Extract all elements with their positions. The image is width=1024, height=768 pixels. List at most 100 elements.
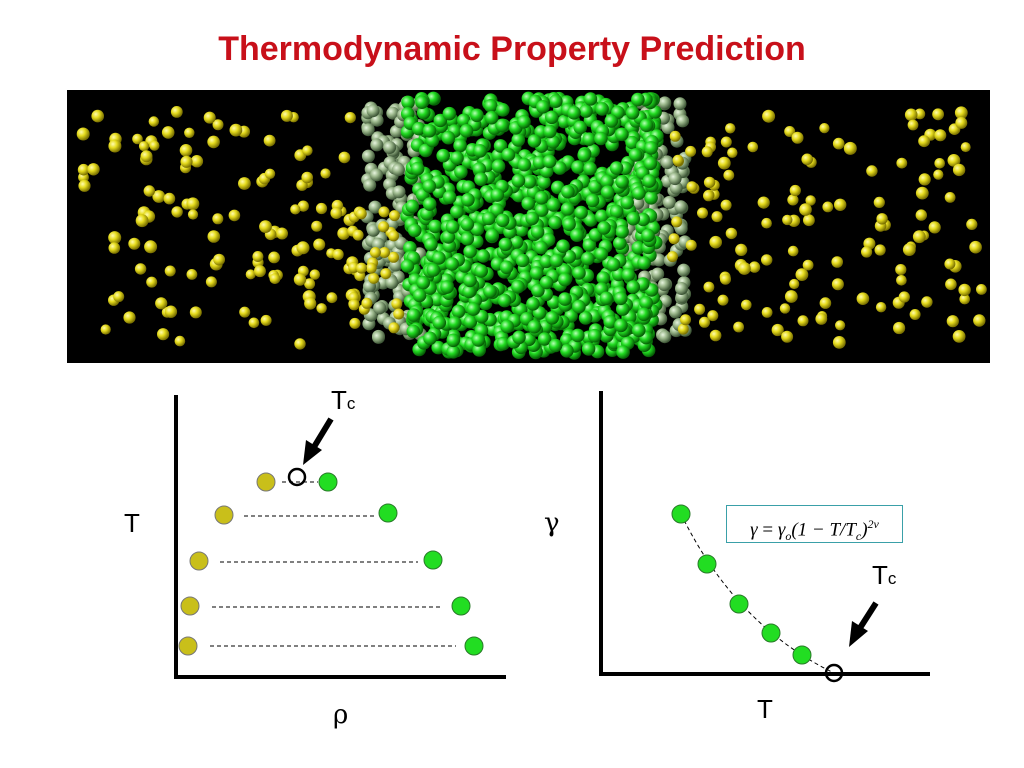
particle <box>370 168 383 182</box>
particle <box>711 211 723 223</box>
particle <box>337 227 350 240</box>
particle <box>422 124 437 138</box>
particle <box>616 345 630 359</box>
particle <box>276 227 288 240</box>
particle <box>143 185 155 197</box>
particle <box>632 186 646 200</box>
particle <box>491 159 506 173</box>
particle <box>388 230 400 242</box>
particle <box>363 178 377 192</box>
particle <box>527 134 542 148</box>
page-title: Thermodynamic Property Prediction <box>218 30 806 68</box>
particle <box>600 174 614 189</box>
particle <box>876 213 888 225</box>
particle <box>450 151 464 165</box>
particle <box>268 251 280 264</box>
particle <box>896 275 907 286</box>
particle <box>332 248 344 261</box>
particle <box>822 201 834 213</box>
particle <box>944 192 956 203</box>
particle <box>365 262 377 274</box>
particle <box>873 196 885 208</box>
particle <box>348 299 360 311</box>
particle <box>616 302 630 316</box>
particle <box>801 153 813 166</box>
molecular-simulation-image <box>67 90 990 363</box>
particle <box>832 137 845 150</box>
particle <box>577 148 591 163</box>
particle <box>636 212 650 227</box>
particle <box>717 294 729 306</box>
particle <box>856 292 870 305</box>
particle <box>76 127 90 141</box>
surface-tension-point <box>792 645 812 665</box>
particle <box>703 176 716 189</box>
particle <box>461 193 475 207</box>
particle <box>669 181 683 195</box>
surface-tension-point <box>671 504 691 524</box>
particle <box>378 206 390 218</box>
particle <box>595 102 609 116</box>
particle <box>495 213 510 228</box>
particle <box>426 263 441 277</box>
particle <box>904 108 918 122</box>
particle <box>735 243 748 256</box>
particle <box>966 218 978 230</box>
particle <box>356 262 367 274</box>
eq-equals: = <box>762 519 774 541</box>
particle <box>771 323 784 337</box>
particle <box>791 131 804 144</box>
simulation-particles <box>76 91 987 360</box>
particle <box>581 342 596 356</box>
particle <box>562 217 576 232</box>
particle <box>546 135 560 149</box>
particle <box>668 233 680 245</box>
particle <box>445 220 460 234</box>
particle <box>675 282 688 295</box>
particle <box>604 114 619 128</box>
particle <box>762 109 776 123</box>
particle <box>644 191 658 205</box>
particle <box>609 204 624 219</box>
particle <box>583 92 598 106</box>
particle <box>637 256 651 270</box>
particle <box>526 297 540 311</box>
particle <box>789 184 801 197</box>
particle <box>912 230 926 244</box>
surface-tension-equation: γ = γo(1 − T/Tc)2ν <box>726 505 903 543</box>
particle <box>761 254 773 266</box>
particle <box>784 290 798 303</box>
particle <box>959 293 970 305</box>
particle <box>895 264 907 276</box>
particle <box>108 139 122 153</box>
particle <box>536 100 550 114</box>
eq-gamma0-sub: o <box>785 529 792 544</box>
particle <box>747 141 759 153</box>
particle <box>132 133 143 145</box>
particle <box>446 333 461 348</box>
particle <box>179 144 193 157</box>
particle <box>539 275 554 290</box>
particle <box>955 116 968 129</box>
particle <box>403 241 417 255</box>
particle <box>685 145 697 157</box>
tie-lines <box>210 481 456 647</box>
particle <box>946 315 959 328</box>
particle <box>843 141 857 155</box>
critical-label-sub: c <box>887 569 897 588</box>
particle <box>548 215 562 230</box>
particle <box>572 299 586 314</box>
particle <box>549 94 563 108</box>
particle <box>511 133 526 147</box>
particle <box>803 214 815 227</box>
particle <box>493 139 508 153</box>
particle <box>594 247 609 261</box>
vapor-point <box>189 551 209 571</box>
vapor-point <box>256 472 276 492</box>
particle <box>757 196 770 209</box>
particle <box>293 273 307 286</box>
particle <box>462 284 476 299</box>
particle <box>799 203 812 216</box>
particle <box>294 338 306 350</box>
particle <box>431 340 446 355</box>
